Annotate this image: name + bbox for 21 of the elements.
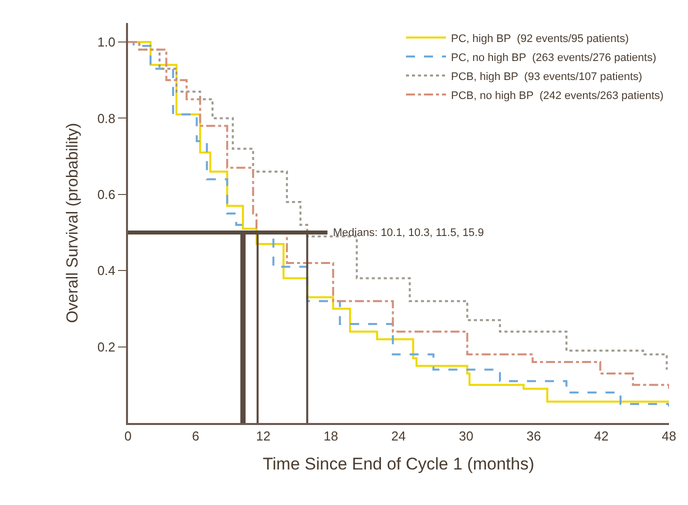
legend-label: PC, no high BP (263 events/276 patients) xyxy=(451,52,656,64)
x-tick-label: 42 xyxy=(594,428,609,444)
legend-label: PC, high BP (92 events/95 patients) xyxy=(451,32,629,45)
y-tick-label: 0.4 xyxy=(97,263,116,278)
x-tick-label: 36 xyxy=(526,428,541,444)
legend-label: PCB, high BP (93 events/107 patients) xyxy=(451,70,642,83)
x-tick-label: 0 xyxy=(124,428,132,444)
annotation: Medians: 10.1, 10.3, 11.5, 15.9 xyxy=(333,227,484,239)
legend-label: PCB, no high BP (242 events/263 patients) xyxy=(451,90,664,102)
y-tick-label: 0.2 xyxy=(97,339,116,354)
x-axis-title: Time Since End of Cycle 1 (months) xyxy=(262,454,534,474)
x-tick-label: 30 xyxy=(458,428,474,444)
y-tick-label: 0.8 xyxy=(97,110,116,126)
x-tick-label: 18 xyxy=(324,428,338,444)
y-axis-title: Overall Survival (probability) xyxy=(64,122,82,324)
y-tick-label: 0.6 xyxy=(97,186,116,202)
x-tick-label: 6 xyxy=(192,428,200,444)
x-tick-label: 48 xyxy=(662,428,676,444)
y-tick-label: 1.0 xyxy=(97,34,116,50)
x-tick-label: 24 xyxy=(391,428,406,444)
x-tick-label: 12 xyxy=(256,428,270,444)
